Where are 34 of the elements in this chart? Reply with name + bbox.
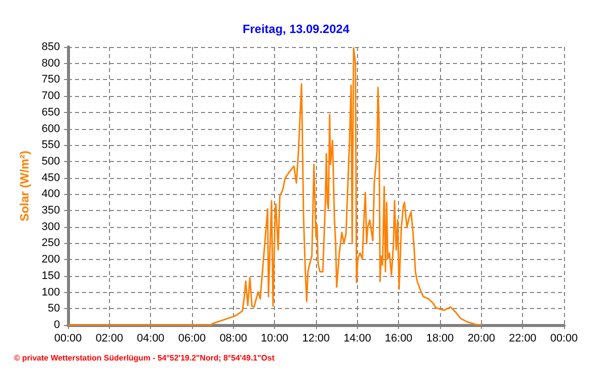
x-tick-label: 04:00 [136,332,164,344]
x-tick-label: 08:00 [220,332,248,344]
x-tick-label: 02:00 [96,332,124,344]
x-tick-label: 14:00 [344,332,372,344]
y-tick-label: 350 [42,204,60,217]
y-tick-label: 500 [42,155,60,168]
y-tick-label: 300 [42,220,60,233]
x-tick-label: 22:00 [508,332,536,344]
x-tick-label: 00:00 [550,332,578,344]
y-tick-label: 800 [42,57,60,70]
x-tick-label: 00:00 [54,332,82,344]
y-tick-label: 850 [42,41,60,53]
y-tick-label: 450 [42,172,60,184]
y-tick-label: 650 [42,106,60,118]
x-tick-label: 18:00 [426,332,454,344]
y-tick-label: 700 [42,90,60,102]
x-tick-label: 10:00 [260,332,288,344]
x-tick-label: 06:00 [178,332,206,344]
text: © private Wetterstation Süderlügum - 54°52'19.2"Nord; 8°54'49.1"Ost [14,354,275,362]
y-tick-label: 200 [42,254,60,266]
x-tick-label: 20:00 [468,332,496,344]
x-tick-label: 12:00 [302,332,330,344]
y-tick-label: 250 [42,237,60,250]
y-tick-label: 550 [42,139,60,152]
x-tick-label: 16:00 [384,332,412,344]
y-tick-label: 750 [42,74,60,86]
y-tick-label: 0 [54,319,60,331]
y-tick-label: 400 [42,188,60,200]
y-tick-label: 100 [42,286,60,298]
y-tick-label: 600 [42,122,60,135]
chart-title: Freitag, 13.09.2024 [242,22,350,36]
y-tick-label: 50 [48,302,60,315]
y-axis-title: Solar (W/m²) [18,150,32,222]
y-tick-label: 150 [42,270,60,282]
